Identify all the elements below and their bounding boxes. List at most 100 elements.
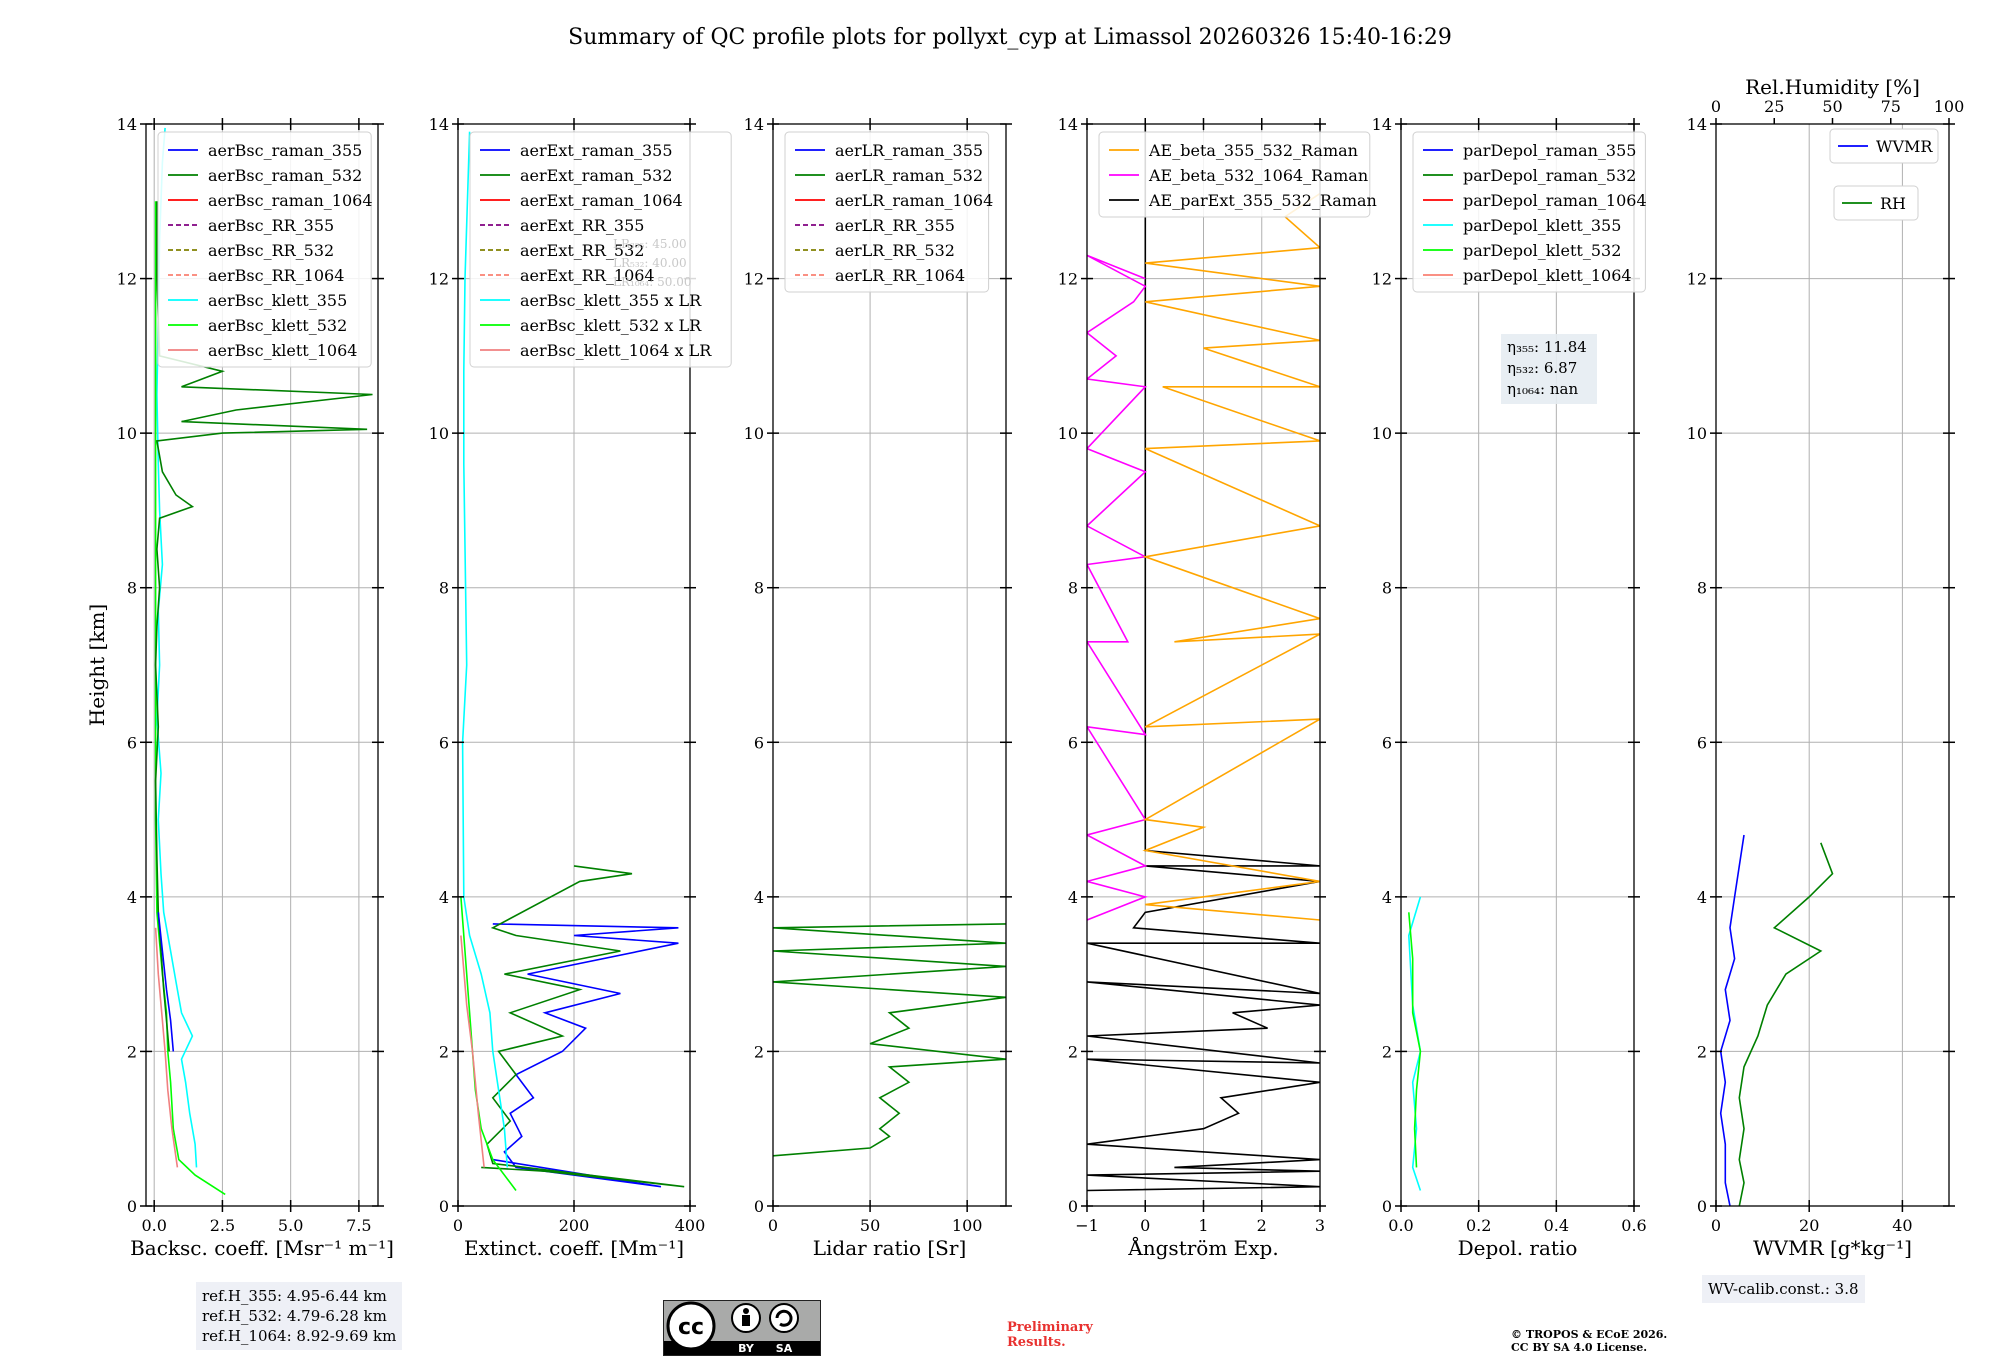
xtick-label-lr-100: 100 [952, 1216, 983, 1235]
ytick-label-ae-6: 6 [1068, 733, 1078, 752]
xtick-label-ae-3: 3 [1315, 1216, 1325, 1235]
ytick-label-wv-4: 4 [1697, 888, 1707, 907]
copyright-line-2: CC BY SA 4.0 License. [1511, 1341, 1648, 1354]
legend-label-depol-4: parDepol_klett_532 [1463, 241, 1621, 260]
ytick-label-wv-2: 2 [1697, 1042, 1707, 1061]
ytick-label-wv-10: 10 [1687, 424, 1707, 443]
series-wv-WVMR [1719, 834, 1745, 1206]
ytick-label-wv-0: 0 [1697, 1197, 1707, 1216]
xtick-label-lr-0: 0 [768, 1216, 778, 1235]
sa-label: SA [776, 1342, 793, 1355]
legend-label-ext-3: aerExt_RR_355 [520, 216, 644, 235]
ytick-label-depol-4: 4 [1382, 888, 1392, 907]
legend-label-lr-5: aerLR_RR_1064 [835, 266, 965, 285]
legend-depol: parDepol_raman_355 parDepol_raman_532 parD… [1412, 131, 1647, 293]
by-label: BY [738, 1342, 755, 1355]
legend-box-lr [784, 131, 990, 293]
xlabel-wv: WVMR [g*kg⁻¹] [1753, 1236, 1912, 1260]
legend-label-bsc-4: aerBsc_RR_532 [208, 241, 334, 260]
series-depol-parDepol_klett_532 [1408, 912, 1422, 1168]
ytick-label-wv-6: 6 [1697, 733, 1707, 752]
ytick-label-ext-14: 14 [429, 115, 449, 134]
legend-label-bsc-6: aerBsc_klett_355 [208, 291, 347, 310]
xtick-label-ext-200: 200 [559, 1216, 590, 1235]
legend-label-ae-1: AE_beta_532_1064_Raman [1148, 166, 1368, 185]
eta-line-2: η₁₀₆₄: nan [1507, 380, 1578, 398]
ytick-label-ae-4: 4 [1068, 888, 1078, 907]
ytick-label-ext-10: 10 [429, 424, 449, 443]
series-group-ext [460, 131, 685, 1191]
legend-label-lr-0: aerLR_raman_355 [835, 141, 983, 160]
xtick-label-ext-0: 0 [453, 1216, 463, 1235]
legend-box-depol [1412, 131, 1646, 293]
legend-label-ae-0: AE_beta_355_532_Raman [1148, 141, 1358, 160]
ytick-label-lr-14: 14 [744, 115, 764, 134]
xtick-label-depol-0.6: 0.6 [1621, 1216, 1646, 1235]
ytick-label-ext-8: 8 [439, 579, 449, 598]
series-ae-AE_beta_355_532_Raman [1142, 192, 1320, 921]
series-depol-parDepol_klett_355 [1407, 896, 1422, 1191]
legend-wvmr-box [1829, 128, 1939, 164]
ytick-label-ae-0: 0 [1068, 1197, 1078, 1216]
ytick-label-depol-6: 6 [1382, 733, 1392, 752]
ref-height-box: ref.H_355: 4.95-6.44 km ref.H_532: 4.79-… [196, 1282, 403, 1350]
legend-rh-label: RH [1880, 194, 1906, 213]
legend-label-ext-7: aerBsc_klett_532 x LR [520, 316, 702, 335]
legend-label-lr-2: aerLR_raman_1064 [835, 191, 993, 210]
ytick-label-ext-0: 0 [439, 1197, 449, 1216]
legend-label-bsc-8: aerBsc_klett_1064 [208, 341, 357, 360]
legend-label-depol-3: parDepol_klett_355 [1463, 216, 1621, 235]
legend-label-lr-3: aerLR_RR_355 [835, 216, 955, 235]
legend-label-ext-1: aerExt_raman_532 [520, 166, 673, 185]
copyright-line-1: © TROPOS & ECoE 2026. [1511, 1328, 1668, 1341]
legend-bsc: aerBsc_raman_355 aerBsc_raman_532 aerBsc_r… [157, 131, 373, 368]
ytick-label-ae-2: 2 [1068, 1042, 1078, 1061]
series-ext-aerBsc_klett_1064 x LR [460, 935, 485, 1168]
xtick-label-depol-0.2: 0.2 [1466, 1216, 1491, 1235]
preliminary-note: Preliminary Results. [1007, 1320, 1093, 1350]
figure-title: Summary of QC profile plots for pollyxt_… [568, 25, 1452, 50]
ytick-label-bsc-6: 6 [127, 733, 137, 752]
series-group-wv [1719, 834, 1834, 1206]
ytick-label-lr-0: 0 [754, 1197, 764, 1216]
series-bsc-aerBsc_klett_355 [156, 127, 198, 1168]
series-bsc-aerBsc_klett_1064 [154, 927, 179, 1168]
ytick-label-bsc-8: 8 [127, 579, 137, 598]
series-group-depol [1407, 896, 1422, 1191]
eta-line-1: η₅₃₂: 6.87 [1507, 359, 1577, 377]
wv-calib-text: WV-calib.const.: 3.8 [1708, 1280, 1859, 1298]
legend-label-ae-2: AE_parExt_355_532_Raman [1148, 191, 1377, 210]
ytick-label-ext-12: 12 [429, 270, 449, 289]
legend-box-ext [469, 131, 732, 368]
top-xtick-label-0: 0 [1711, 97, 1721, 116]
top-xlabel: Rel.Humidity [%] [1745, 75, 1920, 99]
xtick-label-wv-0: 0 [1711, 1216, 1721, 1235]
xlabel-ext: Extinct. coeff. [Mm⁻¹] [464, 1236, 684, 1260]
legend-label-ext-0: aerExt_raman_355 [520, 141, 673, 160]
legend-label-depol-1: parDepol_raman_532 [1463, 166, 1636, 185]
ytick-label-ae-12: 12 [1058, 270, 1078, 289]
lr-ghost-0: LR₃₅₅: 45.00 [613, 237, 687, 251]
ytick-label-lr-10: 10 [744, 424, 764, 443]
legend-label-depol-2: parDepol_raman_1064 [1463, 191, 1647, 210]
legend-wvmr: WVMR [1829, 128, 1939, 164]
series-ext-aerBsc_klett_355 x LR [461, 131, 509, 1168]
xlabel-bsc: Backsc. coeff. [Msr⁻¹ m⁻¹] [130, 1236, 394, 1260]
ytick-label-lr-6: 6 [754, 733, 764, 752]
series-group-lr [773, 923, 1006, 1157]
ytick-label-ae-8: 8 [1068, 579, 1078, 598]
cc-license-badge: cc BY SA [663, 1300, 821, 1356]
legend-label-ext-2: aerExt_raman_1064 [520, 191, 683, 210]
eta-box-bg [1501, 334, 1597, 404]
ytick-label-depol-10: 10 [1372, 424, 1392, 443]
xtick-label-wv-20: 20 [1799, 1216, 1819, 1235]
ytick-label-wv-12: 12 [1687, 270, 1707, 289]
xtick-label-depol-0.4: 0.4 [1544, 1216, 1569, 1235]
cc-label: cc [678, 1315, 704, 1340]
ytick-label-depol-2: 2 [1382, 1042, 1392, 1061]
lr-ghost-2: LR₁₀₆₄: 50.00 [613, 275, 691, 289]
legend-label-depol-0: parDepol_raman_355 [1463, 141, 1636, 160]
ytick-label-bsc-14: 14 [117, 115, 137, 134]
ytick-label-ext-6: 6 [439, 733, 449, 752]
